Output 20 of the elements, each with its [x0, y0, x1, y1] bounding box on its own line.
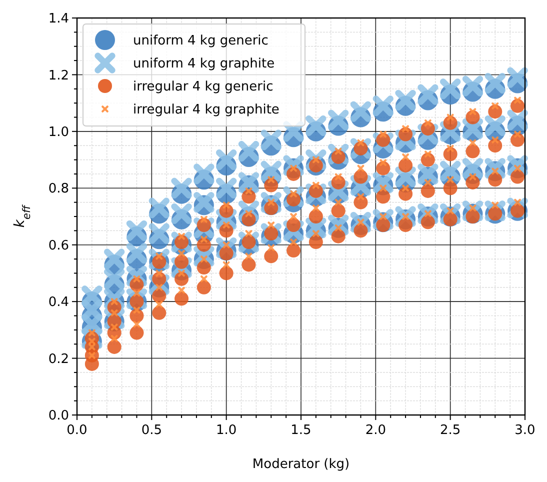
y-tick-label: 0.2 [48, 352, 69, 367]
y-tick-label: 0.8 [48, 182, 69, 197]
y-tick-label: 1.2 [48, 68, 69, 84]
legend-label: irregular 4 kg graphite [133, 102, 280, 118]
y-tick-label: 1.0 [48, 124, 69, 140]
x-axis-title: Moderator (kg) [252, 457, 350, 472]
legend-label: uniform 4 kg generic [133, 34, 268, 49]
x-tick-label: 0.0 [66, 423, 88, 438]
y-tick-label: 0.4 [48, 295, 69, 310]
legend-label: irregular 4 kg generic [133, 80, 274, 95]
x-tick-label: 3.0 [514, 423, 536, 438]
y-tick-label: 1.4 [48, 12, 69, 27]
x-tick-label: 1.5 [290, 423, 312, 438]
y-tick-label: 0.0 [48, 408, 69, 424]
x-tick-label: 1.0 [216, 423, 237, 438]
x-tick-label: 2.5 [440, 423, 461, 438]
x-tick-label: 2.0 [365, 423, 386, 438]
y-tick-label: 0.6 [48, 238, 69, 254]
x-tick-label: 0.5 [141, 423, 162, 438]
legend-label: uniform 4 kg graphite [133, 56, 275, 72]
